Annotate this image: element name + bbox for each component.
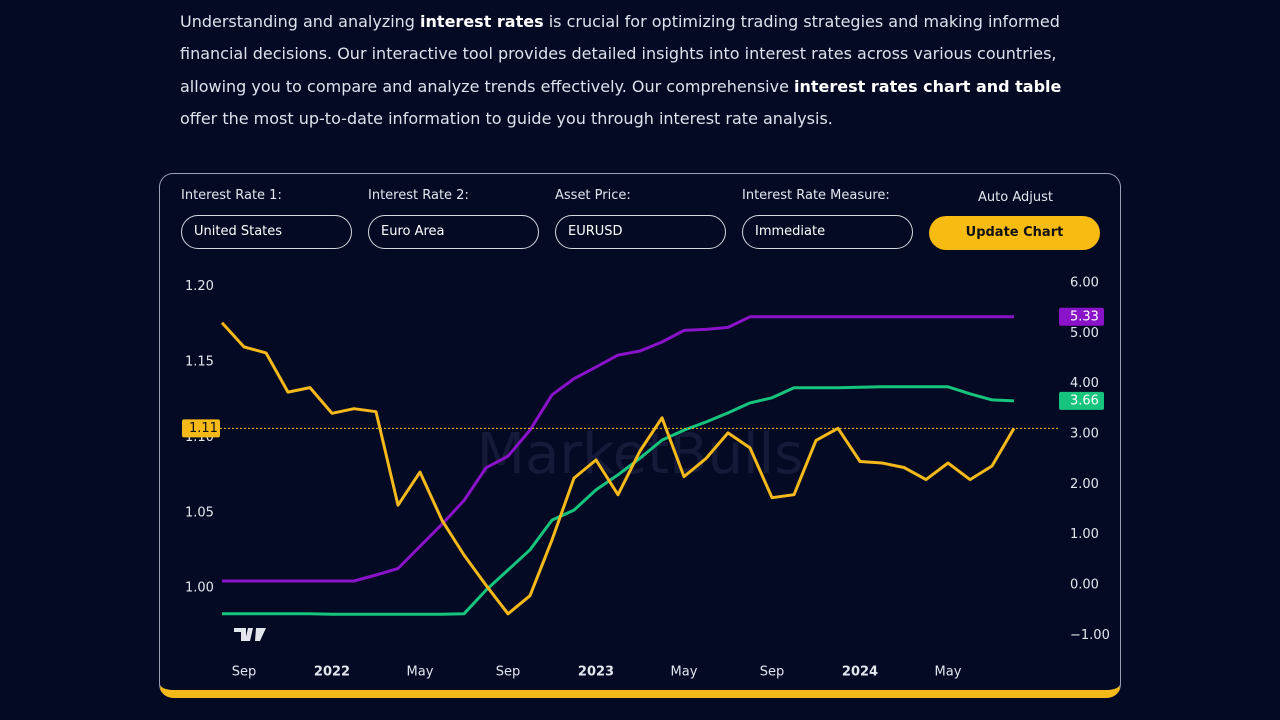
- y2-tick-label: 3.00: [1070, 427, 1099, 442]
- form-field: Asset Price: EURUSD: [555, 188, 726, 249]
- y2-tick-label: 2.00: [1070, 477, 1099, 492]
- series-line: [220, 321, 1016, 616]
- y-tick-label: 1.20: [185, 279, 214, 294]
- x-tick-label: Sep: [232, 665, 257, 680]
- y-tick-label: 1.00: [185, 581, 214, 596]
- y2-tick-label: 0.00: [1070, 578, 1099, 593]
- y2-tick-label: 6.00: [1070, 276, 1099, 291]
- x-tick-label: 2023: [578, 665, 614, 680]
- intro-text: Understanding and analyzing interest rat…: [180, 6, 1075, 135]
- bold-text: interest rates chart and table: [794, 76, 1062, 96]
- x-tick-label: Sep: [496, 665, 521, 680]
- form-field: Interest Rate 2: Euro Area: [368, 188, 539, 249]
- last-value-label: 3.66: [1070, 393, 1099, 408]
- last-value-box: [1059, 391, 1104, 410]
- series-line: [222, 315, 1014, 583]
- text: is crucial for optimizing trading strate…: [180, 12, 1060, 96]
- series-line: [222, 385, 1015, 616]
- field-label: Interest Rate 1:: [181, 188, 282, 203]
- bold-text: interest rates: [420, 12, 544, 31]
- y2-tick-label: 1.00: [1070, 527, 1099, 542]
- last-value-label: 5.33: [1070, 309, 1099, 324]
- y2-tick-label: −1.00: [1070, 628, 1110, 643]
- field-input[interactable]: Immediate: [742, 215, 913, 249]
- x-tick-label: 2022: [314, 665, 350, 680]
- watermark: MarketBulls: [477, 422, 804, 487]
- field-input[interactable]: United States: [181, 215, 352, 249]
- update-button[interactable]: Update Chart: [929, 216, 1100, 250]
- x-tick-label: Sep: [760, 665, 785, 680]
- y-tick-label: 1.15: [185, 354, 214, 369]
- form-field: Interest Rate 1: United States: [181, 188, 352, 249]
- field-input[interactable]: Euro Area: [368, 215, 539, 249]
- text: offer the most up-to-date information to…: [180, 108, 833, 128]
- last-value-label: 1.11: [189, 421, 218, 436]
- tradingview-logo: [234, 628, 266, 641]
- x-tick-label: May: [935, 665, 962, 680]
- y2-tick-label: 5.00: [1070, 326, 1099, 341]
- last-value-box: [1059, 307, 1104, 326]
- form-field: Interest Rate Measure: Immediate: [742, 188, 913, 249]
- y-tick-label: 1.05: [185, 505, 214, 520]
- field-label: Interest Rate Measure:: [742, 188, 890, 203]
- chart-panel: Auto Adjust Update Chart Interest Rate 1…: [159, 173, 1121, 698]
- last-value-box: [182, 419, 220, 438]
- auto-adjust[interactable]: Auto Adjust: [978, 190, 1053, 205]
- field-label: Interest Rate 2:: [368, 188, 469, 203]
- field-input[interactable]: EURUSD: [555, 215, 726, 249]
- y2-tick-label: 4.00: [1070, 376, 1099, 391]
- x-tick-label: 2024: [842, 665, 878, 680]
- text: Understanding and analyzing: [180, 12, 421, 31]
- x-tick-label: May: [407, 665, 434, 680]
- x-tick-label: May: [671, 665, 698, 680]
- field-label: Asset Price:: [555, 188, 631, 203]
